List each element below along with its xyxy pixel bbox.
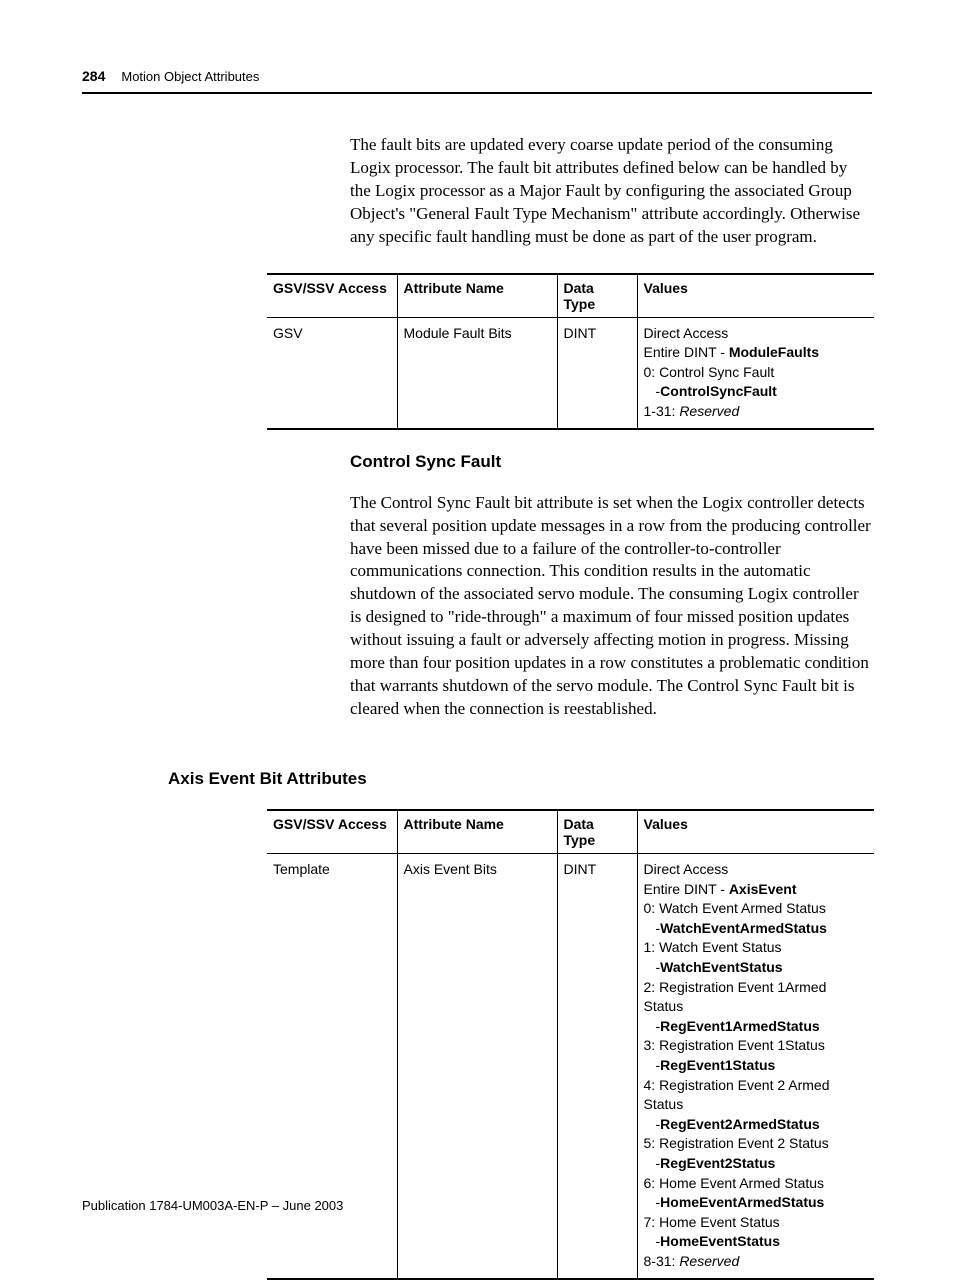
table-header-row: GSV/SSV Access Attribute Name Data Type … xyxy=(267,810,874,854)
table-row: Template Axis Event Bits DINT Direct Acc… xyxy=(267,854,874,1279)
value-line: 3: Registration Event 1Status xyxy=(644,1036,867,1056)
col-header-access: GSV/SSV Access xyxy=(267,274,397,318)
value-tag: -WatchEventArmedStatus xyxy=(644,919,867,939)
value-tag: -RegEvent1Status xyxy=(644,1056,867,1076)
page-header: 284 Motion Object Attributes xyxy=(82,68,872,94)
cell-datatype: DINT xyxy=(557,317,637,428)
table-row: GSV Module Fault Bits DINT Direct Access… xyxy=(267,317,874,428)
value-line: 5: Registration Event 2 Status xyxy=(644,1134,867,1154)
axis-event-heading: Axis Event Bit Attributes xyxy=(168,769,872,789)
control-sync-fault-heading: Control Sync Fault xyxy=(350,452,872,472)
publication-footer: Publication 1784-UM003A-EN-P – June 2003 xyxy=(82,1198,343,1213)
col-header-attribute: Attribute Name xyxy=(397,810,557,854)
col-header-values: Values xyxy=(637,810,874,854)
value-line: Direct Access xyxy=(644,324,867,344)
value-tag: -HomeEventStatus xyxy=(644,1232,867,1252)
value-line: Direct Access xyxy=(644,860,867,880)
col-header-access: GSV/SSV Access xyxy=(267,810,397,854)
value-line: 0: Control Sync Fault xyxy=(644,363,867,383)
col-header-values: Values xyxy=(637,274,874,318)
value-line: 1-31: Reserved xyxy=(644,402,867,422)
cell-attribute: Module Fault Bits xyxy=(397,317,557,428)
value-line: 7: Home Event Status xyxy=(644,1213,867,1233)
value-line: 0: Watch Event Armed Status xyxy=(644,899,867,919)
value-tag: -RegEvent2Status xyxy=(644,1154,867,1174)
value-line: 1: Watch Event Status xyxy=(644,938,867,958)
value-tag: -RegEvent2ArmedStatus xyxy=(644,1115,867,1135)
cell-values: Direct Access Entire DINT - AxisEvent 0:… xyxy=(637,854,874,1279)
value-line: Entire DINT - ModuleFaults xyxy=(644,343,867,363)
control-sync-paragraph: The Control Sync Fault bit attribute is … xyxy=(350,492,872,721)
cell-values: Direct Access Entire DINT - ModuleFaults… xyxy=(637,317,874,428)
value-line: 6: Home Event Armed Status xyxy=(644,1174,867,1194)
cell-datatype: DINT xyxy=(557,854,637,1279)
value-line: 8-31: Reserved xyxy=(644,1252,867,1272)
cell-access: Template xyxy=(267,854,397,1279)
col-header-attribute: Attribute Name xyxy=(397,274,557,318)
chapter-title: Motion Object Attributes xyxy=(121,69,259,84)
value-line: 4: Registration Event 2 Armed Status xyxy=(644,1076,867,1115)
col-header-datatype: Data Type xyxy=(557,810,637,854)
axis-event-bits-table: GSV/SSV Access Attribute Name Data Type … xyxy=(267,809,874,1279)
cell-attribute: Axis Event Bits xyxy=(397,854,557,1279)
value-tag: -WatchEventStatus xyxy=(644,958,867,978)
value-tag: -RegEvent1ArmedStatus xyxy=(644,1017,867,1037)
module-fault-bits-table: GSV/SSV Access Attribute Name Data Type … xyxy=(267,273,874,430)
value-line: 2: Registration Event 1Armed Status xyxy=(644,978,867,1017)
cell-access: GSV xyxy=(267,317,397,428)
intro-paragraph: The fault bits are updated every coarse … xyxy=(350,134,872,249)
value-tag: -HomeEventArmedStatus xyxy=(644,1193,867,1213)
value-tag: -ControlSyncFault xyxy=(644,382,867,402)
table-header-row: GSV/SSV Access Attribute Name Data Type … xyxy=(267,274,874,318)
page-number: 284 xyxy=(82,68,105,84)
col-header-datatype: Data Type xyxy=(557,274,637,318)
value-line: Entire DINT - AxisEvent xyxy=(644,880,867,900)
